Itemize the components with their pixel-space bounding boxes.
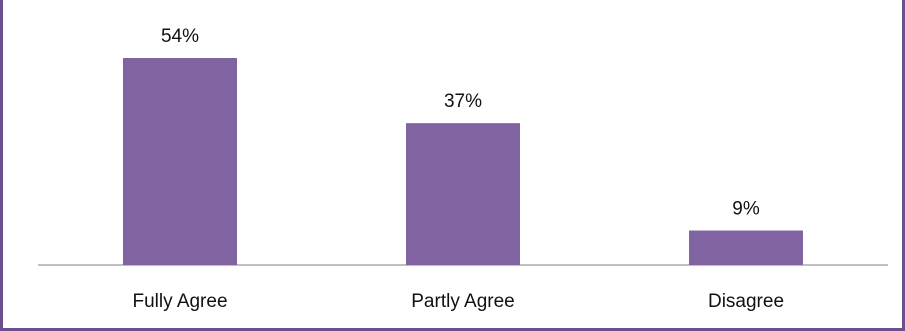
data-label: 54% [161, 26, 199, 47]
bar-partly-agree [406, 123, 520, 266]
category-label: Partly Agree [411, 291, 515, 312]
category-label: Fully Agree [132, 291, 227, 312]
bar-fully-agree [123, 58, 237, 265]
category-label: Disagree [708, 291, 784, 312]
bar-disagree [689, 230, 803, 265]
data-label: 9% [732, 199, 760, 220]
data-label: 37% [444, 91, 482, 112]
